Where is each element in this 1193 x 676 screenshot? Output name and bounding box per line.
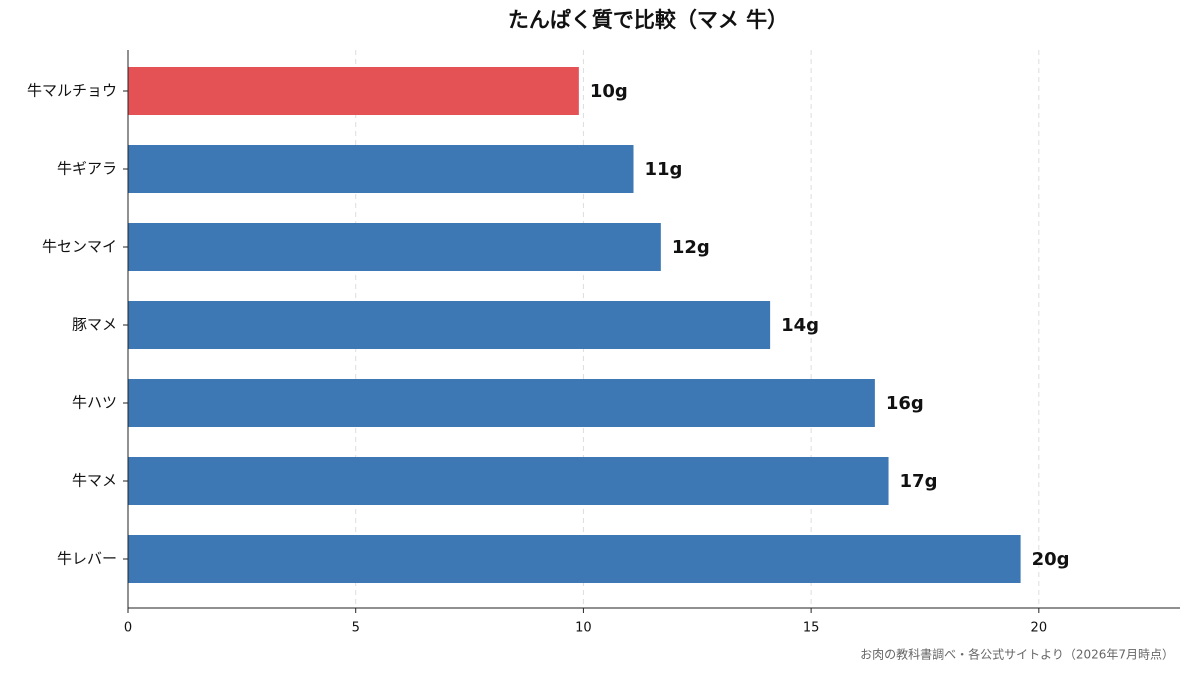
y-tick-label: 牛ハツ: [72, 394, 117, 412]
value-label: 16g: [886, 393, 924, 414]
y-tick-label: 牛マルチョウ: [27, 82, 117, 100]
value-label: 17g: [900, 471, 938, 492]
x-tick-label: 15: [803, 621, 820, 636]
y-tick-label: 牛レバー: [57, 550, 117, 568]
bar: [128, 301, 771, 349]
value-label: 14g: [781, 315, 819, 336]
bar: [128, 223, 661, 271]
bar: [128, 457, 889, 505]
bar: [128, 145, 634, 193]
source-note: お肉の教科書調べ・各公式サイトより（2026年7月時点）: [860, 647, 1174, 662]
y-tick-label: 豚マメ: [72, 316, 117, 334]
bar: [128, 379, 875, 427]
y-tick-label: 牛ギアラ: [57, 160, 117, 178]
value-label: 12g: [672, 237, 710, 258]
bar: [128, 535, 1021, 583]
x-tick-label: 5: [352, 621, 360, 636]
chart-title: たんぱく質で比較（マメ 牛）: [508, 8, 788, 32]
y-tick-label: 牛マメ: [72, 472, 117, 490]
value-label: 20g: [1032, 549, 1070, 570]
y-tick-label: 牛センマイ: [42, 238, 117, 256]
x-tick-label: 0: [124, 621, 132, 636]
x-tick-label: 20: [1031, 621, 1048, 636]
value-label: 11g: [645, 159, 683, 180]
value-label: 10g: [590, 81, 628, 102]
bar: [128, 67, 579, 115]
x-tick-label: 10: [575, 621, 592, 636]
